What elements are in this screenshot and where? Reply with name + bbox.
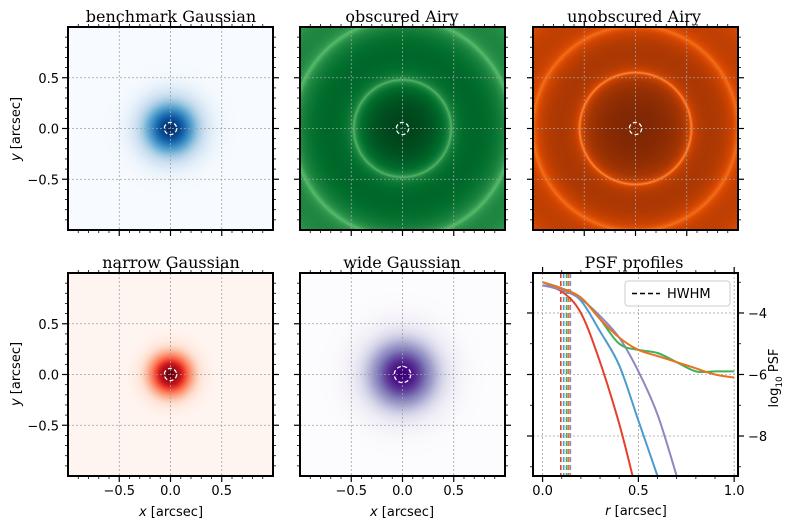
panel-benchmark-gaussian: 0.5 0.0 −0.5: [27, 21, 279, 236]
title-wide-gaussian: wide Gaussian: [343, 253, 461, 272]
ticks: [62, 267, 279, 482]
series-narrow-gaussian: [542, 284, 634, 476]
grid: [68, 273, 273, 476]
legend-label: HWHM: [667, 287, 711, 302]
x-tick-label: 0.5: [628, 484, 649, 499]
ticks: [294, 267, 511, 482]
x-tick-label: 0.5: [211, 484, 232, 499]
ylabel-bottom: y [arcsec]: [9, 342, 24, 407]
title-unobscured-airy: unobscured Airy: [567, 7, 701, 26]
x-tick-label: 1.0: [724, 484, 745, 499]
y-tick-label: 0.5: [38, 318, 59, 333]
ticks: [294, 21, 511, 236]
title-obscured-airy: obscured Airy: [345, 7, 458, 26]
grid: [533, 273, 738, 476]
y-tick-label: 0.0: [38, 123, 59, 138]
xlabel-middle: x [arcsec]: [369, 505, 434, 520]
legend-box: [624, 280, 731, 307]
panel-obscured-airy: [294, 21, 511, 236]
x-tick-label: 0.0: [392, 484, 413, 499]
y-tick-label: −4: [748, 307, 767, 322]
grid: [68, 27, 273, 230]
y-tick-label: −6: [748, 369, 767, 384]
x-tick-label: 0.0: [160, 484, 181, 499]
series-unobscured-airy: [542, 281, 735, 379]
y-tick-label: 0.5: [38, 72, 59, 87]
x-tick-label: −0.5: [335, 484, 367, 499]
title-psf-profiles: PSF profiles: [585, 253, 684, 272]
hwhm-circle: [163, 121, 178, 136]
panel-wide-gaussian: −0.5 0.0 0.5: [294, 267, 511, 499]
panel-psf-profiles: 0.0 0.5 1.0 −4 −6 −8 HWHM: [527, 267, 767, 499]
ticks: [527, 21, 744, 236]
series-wide-gaussian: [542, 284, 678, 476]
hwhm-circle: [393, 365, 412, 384]
hwhm-circle: [163, 367, 178, 382]
panel-narrow-gaussian: 0.5 0.0 −0.5 −0.5 0.0 0.5: [27, 267, 279, 499]
hwhm-circle: [395, 121, 410, 136]
xlabel-left: x [arcsec]: [138, 505, 203, 520]
y-tick-label: −0.5: [27, 419, 59, 434]
y-tick-label: −0.5: [27, 173, 59, 188]
ylabel-top: y [arcsec]: [9, 97, 24, 162]
ticks: [527, 267, 744, 482]
x-tick-label: 0.5: [443, 484, 464, 499]
y-tick-label: −8: [748, 430, 767, 445]
grid: [533, 27, 738, 230]
ticks: [62, 21, 279, 236]
y-tick-label: 0.0: [38, 369, 59, 384]
legend: HWHM: [624, 280, 731, 307]
series-group: [542, 273, 735, 476]
grid: [300, 27, 505, 230]
hwhm-circle: [628, 121, 643, 136]
x-tick-label: 0.0: [532, 484, 553, 499]
ylabel-profiles: log10 PSF: [767, 349, 785, 408]
panel-unobscured-airy: [527, 21, 744, 236]
x-tick-label: −0.5: [103, 484, 135, 499]
title-benchmark-gaussian: benchmark Gaussian: [86, 7, 256, 26]
title-narrow-gaussian: narrow Gaussian: [102, 253, 240, 272]
xlabel-profiles: r [arcsec]: [605, 504, 667, 519]
grid: [300, 273, 505, 476]
